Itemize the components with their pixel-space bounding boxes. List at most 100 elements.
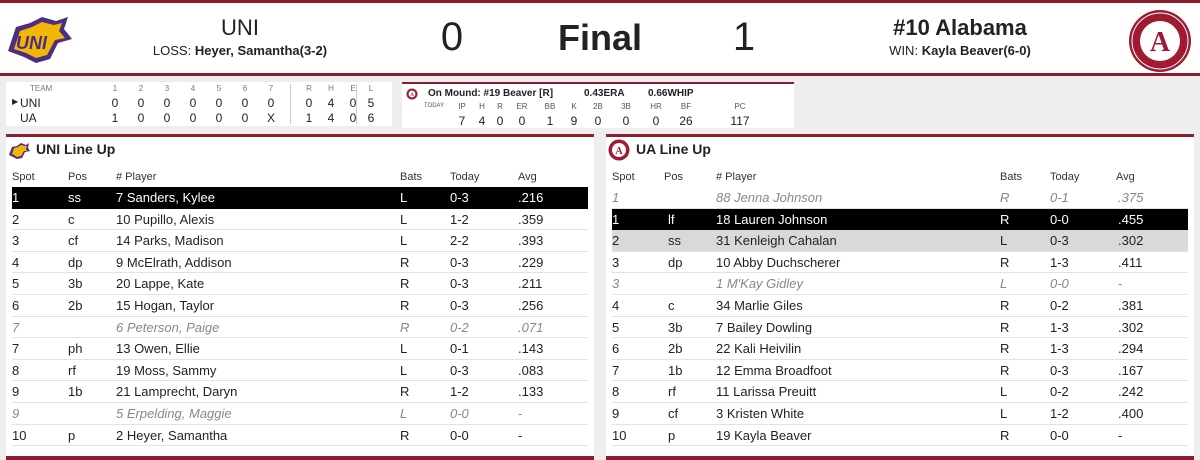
lineup-player[interactable]: 34 Marlie Giles: [716, 297, 803, 313]
lineup-player[interactable]: 9 McElrath, Addison: [116, 254, 232, 270]
lineup-row[interactable]: 2 c 10 Pupillo, Alexis L 1-2 .359: [12, 209, 588, 231]
col-player: # Player: [116, 171, 157, 183]
pitch-stat-header: ER: [516, 102, 528, 111]
lineup-player[interactable]: 11 Larissa Preuitt: [716, 384, 817, 400]
lineup-spot: 9: [12, 405, 20, 421]
lineup-row[interactable]: 4 c 34 Marlie Giles R 0-2 .381: [612, 295, 1188, 317]
home-team-name[interactable]: #10 Alabama: [893, 15, 1027, 40]
lineup-row[interactable]: 1 ss 7 Sanders, Kylee L 0-3 .216: [12, 187, 588, 209]
lineup-row[interactable]: 3 dp 10 Abby Duchscherer R 1-3 .411: [612, 252, 1188, 274]
expand-triangle-icon[interactable]: ▶: [12, 97, 19, 106]
linescore-header: TEAM 1 2 3 4 5 6 7 R H E L: [6, 84, 392, 94]
lineup-row[interactable]: 3 cf 14 Parks, Madison L 2-2 .393: [12, 230, 588, 252]
lineup-avg: .455: [1118, 211, 1144, 227]
lineup-avg: .359: [518, 211, 544, 227]
lineup-row[interactable]: 9 5 Erpelding, Maggie L 0-0 -: [12, 403, 588, 425]
lineup-player[interactable]: 10 Abby Duchscherer: [716, 254, 841, 270]
lineup-player[interactable]: 20 Lappe, Kate: [116, 276, 205, 292]
lineup-player[interactable]: 10 Pupillo, Alexis: [116, 211, 215, 227]
lineup-player[interactable]: 3 Kristen White: [716, 405, 805, 421]
lineup-today: 0-2: [450, 319, 469, 335]
lineup-today: 0-1: [1050, 190, 1069, 205]
linescore-col-header: 4: [190, 84, 196, 93]
lineup-player[interactable]: 1 M'Kay Gidley: [716, 276, 804, 292]
lineup-row[interactable]: 5 3b 7 Bailey Dowling R 1-3 .302: [612, 317, 1188, 339]
lineup-row[interactable]: 9 cf 3 Kristen White L 1-2 .400: [612, 403, 1188, 425]
lineup-bats: L: [400, 190, 408, 205]
lineup-row[interactable]: 1 lf 18 Lauren Johnson R 0-0 .455: [612, 208, 1188, 231]
lineup-bats: R: [1000, 427, 1010, 443]
loss-pitcher-name[interactable]: Heyer, Samantha(3-2): [194, 43, 328, 58]
lineup-player[interactable]: 15 Hogan, Taylor: [116, 297, 215, 313]
lineup-player[interactable]: 13 Owen, Ellie: [116, 341, 200, 357]
panel-footer-bar: [6, 456, 594, 460]
svg-text:A: A: [410, 93, 414, 98]
lineup-player[interactable]: 2 Heyer, Samantha: [116, 427, 228, 443]
lineup-player[interactable]: 14 Parks, Madison: [116, 233, 224, 249]
linescore-divider: [356, 84, 357, 124]
alabama-panel-logo-icon: A: [608, 139, 630, 161]
lineup-player[interactable]: 5 Erpelding, Maggie: [116, 405, 232, 421]
col-bats: Bats: [400, 171, 423, 183]
lineup-pos: p: [668, 427, 676, 443]
lineup-today: 1-3: [1050, 254, 1069, 270]
linescore-team[interactable]: UA: [20, 111, 37, 125]
lineup-player[interactable]: 18 Lauren Johnson: [716, 211, 828, 227]
lineup-row[interactable]: 3 1 M'Kay Gidley L 0-0 -: [612, 273, 1188, 295]
lineup-player[interactable]: 19 Moss, Sammy: [116, 362, 217, 378]
lineup-spot: 2: [12, 211, 20, 227]
lineup-spot: 5: [612, 319, 620, 335]
lineup-row[interactable]: 5 3b 20 Lappe, Kate R 0-3 .211: [12, 273, 588, 295]
lineup-player[interactable]: 22 Kali Heivilin: [716, 341, 802, 357]
lineup-row[interactable]: 7 ph 13 Owen, Ellie L 0-1 .143: [12, 338, 588, 360]
lineup-player[interactable]: 88 Jenna Johnson: [716, 190, 823, 205]
lineup-pos: ss: [68, 190, 81, 205]
lineup-avg: .211: [518, 276, 543, 292]
total-l: 5: [367, 96, 375, 110]
lineup-row[interactable]: 10 p 19 Kayla Beaver R 0-0 -: [612, 425, 1188, 447]
lineup-player[interactable]: 31 Kenleigh Cahalan: [716, 233, 837, 249]
lineup-player[interactable]: 7 Sanders, Kylee: [116, 190, 216, 205]
loss-label: LOSS:: [152, 43, 192, 58]
lineup-row[interactable]: 9 1b 21 Lamprecht, Daryn R 1-2 .133: [12, 381, 588, 403]
lineup-row[interactable]: 8 rf 11 Larissa Preuitt L 0-2 .242: [612, 381, 1188, 403]
lineup-today: 1-2: [1050, 405, 1069, 421]
lineup-bats: R: [400, 276, 410, 292]
linescore-divider: [290, 84, 291, 124]
away-team-name[interactable]: UNI: [221, 15, 259, 40]
linescore-team[interactable]: UNI: [20, 96, 41, 110]
win-pitcher-name[interactable]: Kayla Beaver(6-0): [921, 43, 1031, 58]
lineup-row[interactable]: 7 6 Peterson, Paige R 0-2 .071: [12, 317, 588, 339]
lineup-bats: R: [1000, 362, 1010, 378]
col-today: Today: [450, 171, 480, 183]
pitch-stat-value: 7: [458, 114, 466, 128]
inning-score: 0: [137, 111, 145, 125]
lineup-spot: 7: [12, 341, 20, 357]
lineup-pos: 2b: [68, 297, 83, 313]
lineup-avg: -: [1118, 276, 1123, 292]
lineup-bats: R: [400, 297, 410, 313]
pitch-stat-header: PC: [734, 102, 746, 111]
lineup-row[interactable]: 6 2b 22 Kali Heivilin R 1-3 .294: [612, 338, 1188, 360]
lineup-pos: cf: [68, 233, 79, 249]
lineup-player[interactable]: 12 Emma Broadfoot: [716, 362, 832, 378]
lineup-row[interactable]: 8 rf 19 Moss, Sammy L 0-3 .083: [12, 360, 588, 382]
lineup-avg: .400: [1118, 405, 1144, 421]
total-e: 0: [349, 96, 357, 110]
lineup-player[interactable]: 6 Peterson, Paige: [116, 319, 220, 335]
lineup-player[interactable]: 7 Bailey Dowling: [716, 319, 813, 335]
lineup-row[interactable]: 1 88 Jenna Johnson R 0-1 .375: [612, 187, 1188, 209]
lineup-player[interactable]: 19 Kayla Beaver: [716, 427, 812, 443]
lineup-avg: .071: [518, 319, 544, 335]
lineup-pos: c: [68, 211, 75, 227]
lineup-today: 0-0: [1050, 211, 1069, 227]
lineup-player[interactable]: 21 Lamprecht, Daryn: [116, 384, 238, 400]
lineup-row[interactable]: 2 ss 31 Kenleigh Cahalan L 0-3 .302: [612, 230, 1188, 252]
lineup-row[interactable]: 6 2b 15 Hogan, Taylor R 0-3 .256: [12, 295, 588, 317]
lineup-row[interactable]: 4 dp 9 McElrath, Addison R 0-3 .229: [12, 252, 588, 274]
lineup-row[interactable]: 10 p 2 Heyer, Samantha R 0-0 -: [12, 425, 588, 447]
pitch-stat-value: 0: [652, 114, 660, 128]
inning-score: 0: [215, 96, 223, 110]
lineup-row[interactable]: 7 1b 12 Emma Broadfoot R 0-3 .167: [612, 360, 1188, 382]
uni-panther-logo-icon: UNI: [8, 17, 72, 63]
